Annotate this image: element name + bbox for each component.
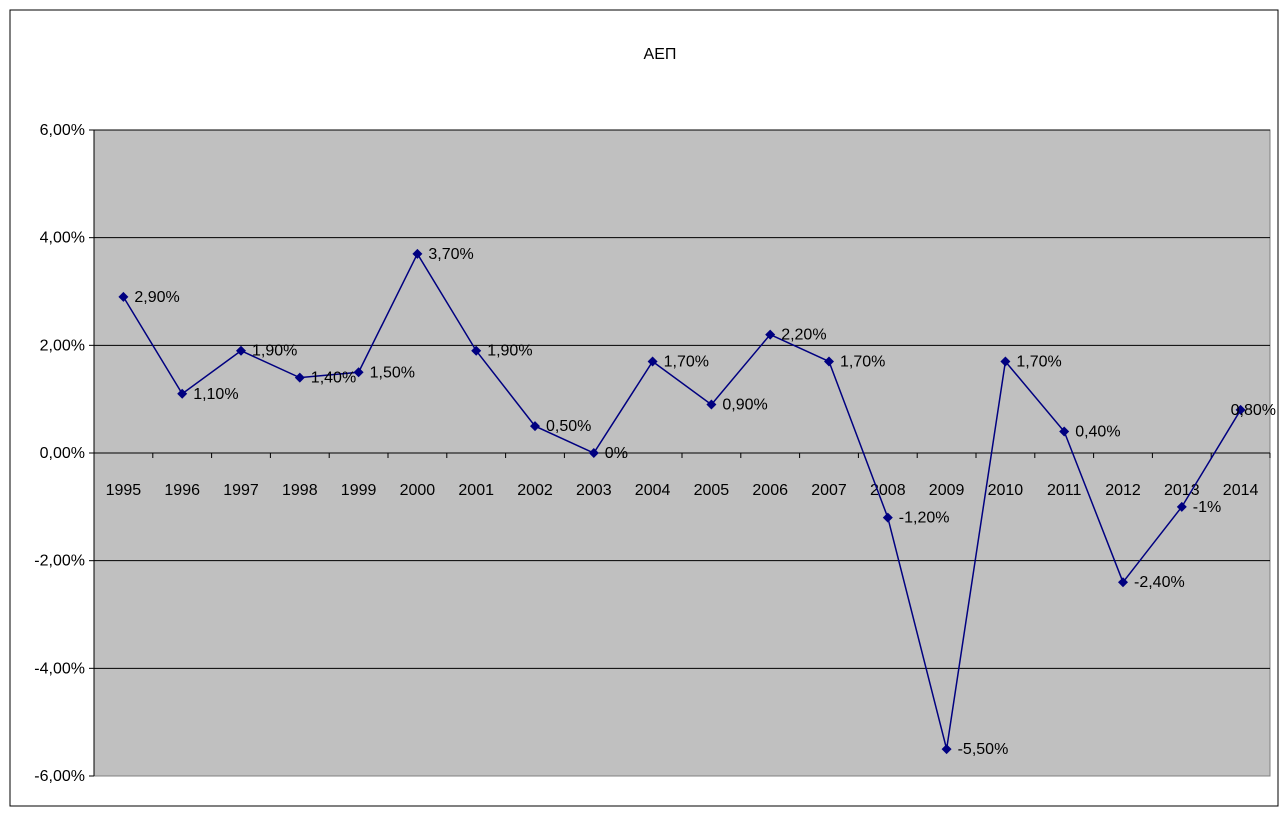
data-label: 1,10% xyxy=(193,386,238,403)
y-tick-label: 4,00% xyxy=(40,230,85,247)
x-tick-label: 2006 xyxy=(752,482,788,499)
data-point-marker xyxy=(471,345,482,356)
data-point-marker xyxy=(1059,426,1070,437)
data-label: 1,90% xyxy=(252,343,297,360)
data-label: 2,20% xyxy=(781,327,826,344)
data-label: -1,20% xyxy=(899,510,950,527)
data-point-marker xyxy=(765,329,776,340)
data-point-marker xyxy=(1176,501,1187,512)
y-tick-label: -2,00% xyxy=(34,553,85,570)
x-tick-label: 2002 xyxy=(517,482,553,499)
data-point-marker xyxy=(1000,356,1011,367)
x-axis: 1995 1996 1997 1998 1999 2000 2001 2002 2003 2004… xyxy=(93,452,1271,499)
data-point-marker xyxy=(294,372,305,383)
data-point-marker xyxy=(353,367,364,378)
data-label: 1,70% xyxy=(664,353,709,370)
y-tick-label: 6,00% xyxy=(40,122,85,139)
x-tick-label: 2003 xyxy=(576,482,612,499)
x-tick-label: 1999 xyxy=(341,482,377,499)
x-tick-label: 1997 xyxy=(223,482,259,499)
x-tick-label: 2009 xyxy=(929,482,965,499)
y-axis: 6,00% 4,00% 2,00% 0,00% -2,00% -4,00% -6,00% xyxy=(34,122,95,785)
data-label: 1,70% xyxy=(1016,353,1061,370)
x-tick-label: 2012 xyxy=(1105,482,1141,499)
data-label: 0,90% xyxy=(722,397,767,414)
chart-title: ΑΕΠ xyxy=(644,46,677,63)
data-point-marker xyxy=(706,399,717,410)
x-tick-label: 2000 xyxy=(400,482,436,499)
data-point-marker xyxy=(1235,404,1246,415)
data-point-marker xyxy=(647,356,658,367)
data-label: 2,90% xyxy=(134,289,179,306)
series-line xyxy=(122,252,1242,750)
data-label: 1,90% xyxy=(487,343,532,360)
data-point-marker xyxy=(236,345,246,356)
data-label: -2,40% xyxy=(1134,574,1185,591)
data-label: 0% xyxy=(605,445,628,462)
data-point-marker xyxy=(588,448,599,458)
x-tick-label: 2014 xyxy=(1223,482,1259,499)
data-point-marker xyxy=(1118,577,1128,588)
x-tick-label: 2013 xyxy=(1164,482,1200,499)
x-tick-label: 2011 xyxy=(1047,482,1082,499)
x-tick-label: 2010 xyxy=(988,482,1024,499)
data-label: 0,80% xyxy=(1231,402,1276,419)
data-point-marker xyxy=(412,248,423,259)
data-point-marker xyxy=(941,744,952,755)
data-label: -5,50% xyxy=(958,741,1009,758)
data-label: 0,50% xyxy=(546,418,591,435)
x-tick-label: 2001 xyxy=(458,482,494,499)
x-tick-label: 1996 xyxy=(164,482,200,499)
data-point-marker xyxy=(118,291,129,302)
data-point-marker xyxy=(882,512,893,523)
data-label: 1,70% xyxy=(840,353,885,370)
x-tick-label: 2004 xyxy=(635,482,671,499)
data-labels: 2,90% 1,10% 1,90% 1,40% 1,50% 3,70% 1,90% 0,50%… xyxy=(134,246,1276,758)
y-tick-label: 2,00% xyxy=(40,337,85,354)
y-tick-label: -6,00% xyxy=(34,768,85,785)
series-gdp xyxy=(118,248,1246,755)
x-tick-label: 2005 xyxy=(694,482,730,499)
data-point-marker xyxy=(177,388,188,399)
data-label: -1% xyxy=(1193,499,1221,516)
data-point-marker xyxy=(824,356,834,367)
y-tick-label: 0,00% xyxy=(40,445,85,462)
data-label: 1,50% xyxy=(370,364,415,381)
data-point-marker xyxy=(530,421,540,432)
x-tick-label: 1998 xyxy=(282,482,318,499)
y-tick-label: -4,00% xyxy=(34,660,85,677)
data-label: 0,40% xyxy=(1075,423,1120,440)
data-label: 1,40% xyxy=(311,370,356,387)
x-tick-label: 1995 xyxy=(106,482,142,499)
data-label: 3,70% xyxy=(428,246,473,263)
x-tick-label: 2007 xyxy=(811,482,847,499)
